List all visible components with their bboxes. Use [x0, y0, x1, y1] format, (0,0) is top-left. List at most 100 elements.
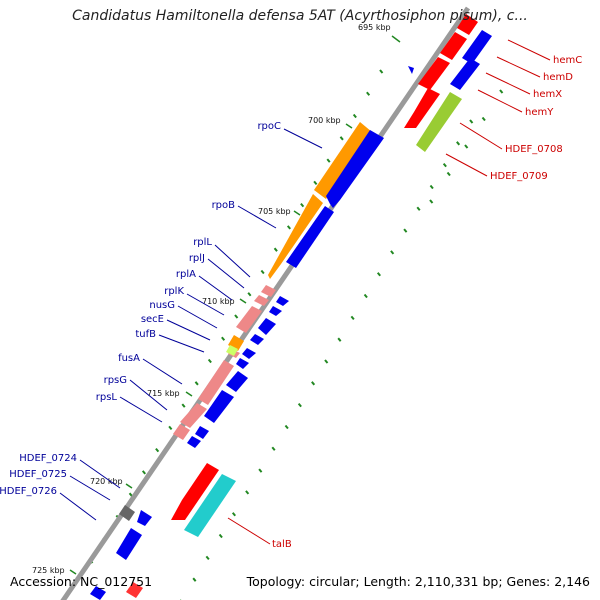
gene-blue-fusA[interactable] [204, 390, 234, 423]
gc-skew-mark [260, 269, 265, 275]
label-HDEF_0726[interactable]: HDEF_0726 [0, 486, 57, 497]
label-HDEF_0725[interactable]: HDEF_0725 [9, 469, 67, 480]
gene-HDEF_0708[interactable] [416, 92, 462, 152]
gc-skew-mark [339, 136, 344, 141]
gc-skew-mark [324, 359, 329, 364]
tick-label-695: 695 kbp [358, 23, 391, 32]
right-gene-labels: hemC hemD hemX hemY HDEF_0708 HDEF_0709 … [272, 55, 582, 550]
gene-blue-rpoB[interactable] [286, 206, 334, 268]
gene-bottom-red[interactable] [126, 582, 143, 598]
tick-label-705: 705 kbp [258, 207, 291, 216]
label-rplL[interactable]: rplL [193, 237, 212, 248]
label-rpsG[interactable]: rpsG [104, 375, 127, 386]
gene-blue-nusG[interactable] [242, 348, 256, 359]
gene-blue-rplA[interactable] [258, 318, 276, 335]
gene-tufB-lime[interactable] [226, 345, 238, 356]
label-rplK[interactable]: rplK [164, 286, 184, 297]
gc-skew-mark [221, 336, 226, 341]
gene-blue-rplJ[interactable] [269, 306, 282, 316]
right-callouts [227, 39, 551, 545]
gc-skew-mark [499, 89, 504, 94]
label-rplA[interactable]: rplA [176, 269, 196, 280]
gene-rplJ[interactable] [254, 295, 269, 306]
gene-blue-rplK[interactable] [250, 334, 264, 345]
gc-skew-mark [429, 184, 434, 190]
label-HDEF_0724[interactable]: HDEF_0724 [19, 453, 77, 464]
label-HDEF_0709[interactable]: HDEF_0709 [490, 171, 548, 182]
gene-rplL[interactable] [261, 285, 276, 297]
label-nusG[interactable]: nusG [149, 300, 175, 311]
gene-rplA[interactable] [236, 306, 262, 333]
gene-blue-HDEF_0726[interactable] [116, 528, 142, 560]
gene-rpoC[interactable] [314, 122, 372, 199]
gc-skew-mark [416, 206, 421, 211]
label-hemX[interactable]: hemX [533, 89, 562, 100]
left-callouts [59, 128, 323, 521]
gc-skew-mark [446, 171, 451, 177]
label-rpsL[interactable]: rpsL [96, 392, 118, 403]
gc-skew-mark [464, 144, 469, 149]
gc-skew-mark [192, 577, 197, 582]
gene-hemY[interactable] [404, 88, 440, 128]
gc-skew-mark [297, 402, 302, 408]
accession-text: Accession: NC_012751 [10, 574, 153, 589]
gene-fusA[interactable] [198, 360, 234, 405]
gc-skew-mark [273, 247, 278, 252]
genome-summary-text: Topology: circular; Length: 2,110,331 bp… [246, 574, 590, 589]
gc-skew-mark [337, 337, 342, 342]
gc-skew-mark [128, 492, 133, 497]
gc-skew-mark [366, 91, 371, 96]
gene-blue-hemC[interactable] [462, 30, 492, 64]
gc-skew-mark [481, 116, 486, 122]
gc-skew-mark [207, 358, 212, 364]
gene-blue-secE[interactable] [236, 358, 249, 369]
gc-skew-mark [231, 512, 236, 517]
label-tufB[interactable]: tufB [135, 329, 156, 340]
gene-hemD[interactable] [440, 32, 467, 60]
gene-blue-rpoC[interactable] [326, 130, 384, 208]
gc-skew-mark [155, 447, 160, 453]
gc-skew-mark [352, 113, 357, 119]
label-HDEF_0708[interactable]: HDEF_0708 [505, 144, 563, 155]
map-title: Candidatus Hamiltonella defensa 5AT (Acy… [72, 8, 528, 24]
gene-talB[interactable] [171, 463, 219, 520]
gene-blue-HDEF_0725[interactable] [137, 510, 152, 526]
gc-skew-mark [247, 292, 252, 297]
gc-skew-track [89, 69, 504, 600]
gc-skew-mark [403, 228, 408, 233]
gc-skew-mark [286, 225, 291, 230]
gene-blue-rpsL[interactable] [187, 436, 201, 448]
label-hemD[interactable]: hemD [543, 72, 573, 83]
gc-skew-mark [181, 403, 186, 408]
gc-skew-mark [205, 555, 210, 561]
tick-label-710: 710 kbp [202, 297, 235, 306]
gene-blue-hemD[interactable] [450, 58, 480, 90]
gene-blue-bottom[interactable] [90, 586, 106, 600]
label-fusA[interactable]: fusA [118, 353, 140, 364]
label-secE[interactable]: secE [141, 314, 164, 325]
label-hemC[interactable]: hemC [553, 55, 582, 66]
gene-blue-rpsG[interactable] [195, 426, 209, 439]
gene-hemC[interactable] [457, 14, 478, 35]
gene-rpsG[interactable] [180, 403, 207, 428]
label-rpoB[interactable]: rpoB [212, 200, 236, 211]
gc-skew-mark [245, 490, 250, 495]
tick-label-700: 700 kbp [308, 116, 341, 125]
tick-label-720: 720 kbp [90, 477, 123, 486]
gene-blue-rplL[interactable] [276, 296, 289, 306]
gc-skew-mark [376, 272, 381, 277]
gene-blue-small[interactable] [408, 66, 414, 74]
gene-talB-cyan[interactable] [184, 474, 236, 537]
label-rplJ[interactable]: rplJ [189, 253, 205, 264]
gene-blue-tufB[interactable] [226, 371, 248, 392]
gc-skew-mark [363, 293, 368, 299]
gene-HDEF_0724-gray[interactable] [119, 505, 135, 521]
label-talB[interactable]: talB [272, 539, 292, 550]
gene-rpsL[interactable] [173, 424, 190, 440]
left-gene-labels: rpoC rpoB rplL rplJ rplA rplK nusG secE … [0, 121, 281, 497]
gene-hemX[interactable] [418, 57, 450, 90]
label-hemY[interactable]: hemY [525, 107, 554, 118]
label-rpoC[interactable]: rpoC [257, 121, 281, 132]
gene-rpoB[interactable] [268, 194, 323, 279]
